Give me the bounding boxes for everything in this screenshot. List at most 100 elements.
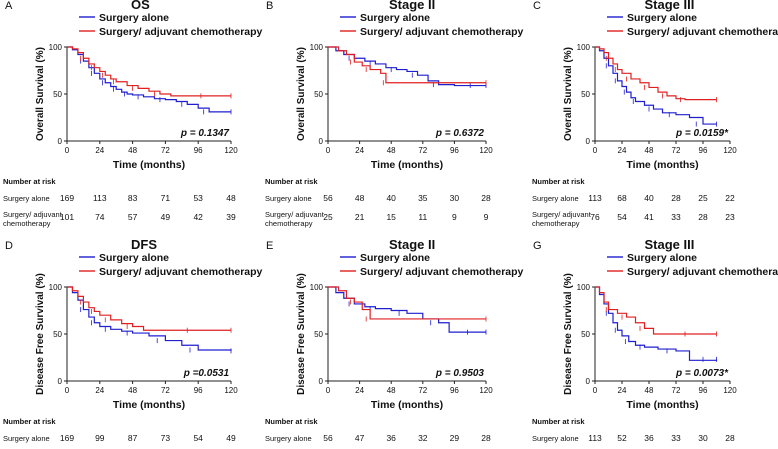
- panel-letter: D: [5, 240, 13, 252]
- x-tick-label: 120: [479, 386, 493, 395]
- y-axis-label: Disease Free Survival (%): [35, 273, 46, 395]
- y-tick-label: 0: [586, 137, 591, 146]
- panel-title: OS: [131, 0, 150, 12]
- risk-header: Number at risk: [265, 417, 318, 426]
- risk-row-label: Surgery/ adjuvant: [3, 210, 63, 219]
- x-tick-label: 96: [450, 386, 459, 395]
- risk-value: 9: [452, 212, 457, 222]
- x-tick-label: 0: [593, 146, 598, 155]
- y-tick-label: 50: [314, 90, 323, 99]
- risk-row-label: Surgery alone: [532, 194, 579, 203]
- panel-letter: C: [533, 0, 541, 12]
- p-value: p = 0.0073*: [675, 368, 729, 379]
- risk-value: 22: [725, 193, 735, 203]
- risk-row-label: Surgery alone: [265, 194, 312, 203]
- y-tick-label: 100: [310, 43, 324, 52]
- risk-value: 30: [698, 433, 708, 443]
- risk-value: 30: [450, 193, 460, 203]
- risk-row-label: Surgery/ adjuvant: [532, 210, 592, 219]
- panel-letter: G: [533, 240, 542, 252]
- x-tick-label: 96: [699, 386, 708, 395]
- x-tick-label: 0: [65, 386, 70, 395]
- y-tick-label: 0: [58, 137, 63, 146]
- x-tick-label: 120: [723, 146, 737, 155]
- x-tick-label: 48: [128, 146, 137, 155]
- legend-label: Surgery alone: [627, 12, 697, 24]
- p-value: p = 0.6372: [435, 128, 485, 139]
- risk-value: 101: [60, 212, 74, 222]
- y-axis-label: Overall Survival (%): [35, 47, 46, 141]
- x-tick-label: 120: [479, 146, 493, 155]
- risk-value: 48: [226, 193, 236, 203]
- x-tick-label: 120: [224, 146, 238, 155]
- survival-curve: [328, 286, 486, 333]
- risk-value: 9: [484, 212, 489, 222]
- survival-curve: [595, 46, 717, 125]
- risk-value: 56: [323, 433, 333, 443]
- survival-curve: [328, 46, 486, 87]
- survival-curve: [67, 286, 232, 351]
- risk-value: 73: [161, 433, 171, 443]
- risk-value: 28: [698, 212, 708, 222]
- y-axis-label: Overall Survival (%): [563, 47, 574, 141]
- risk-value: 169: [60, 433, 74, 443]
- y-axis-label: Overall Survival (%): [296, 47, 307, 141]
- y-tick-label: 100: [49, 43, 63, 52]
- x-tick-label: 24: [618, 386, 627, 395]
- x-tick-label: 0: [326, 386, 331, 395]
- risk-value: 28: [671, 193, 681, 203]
- x-tick-label: 48: [645, 146, 654, 155]
- risk-value: 29: [450, 433, 460, 443]
- risk-header: Number at risk: [265, 177, 318, 186]
- risk-value: 49: [161, 212, 171, 222]
- y-tick-label: 100: [49, 283, 63, 292]
- risk-header: Number at risk: [532, 177, 585, 186]
- panel-letter: E: [266, 240, 273, 252]
- legend-label: Surgery/ adjuvant chemotherapy: [99, 266, 263, 278]
- risk-value: 47: [355, 433, 365, 443]
- survival-curve: [595, 46, 717, 101]
- legend-label: Surgery/ adjuvant chemotherapy: [627, 26, 778, 38]
- y-tick-label: 0: [586, 377, 591, 386]
- panel-title: Stage III: [645, 237, 695, 252]
- risk-value: 56: [323, 193, 333, 203]
- y-tick-label: 100: [577, 283, 591, 292]
- legend-label: Surgery alone: [99, 252, 169, 264]
- x-axis-label: Time (months): [371, 399, 443, 411]
- x-tick-label: 72: [672, 386, 681, 395]
- risk-value: 15: [386, 212, 396, 222]
- panel-title: Stage II: [389, 237, 435, 252]
- risk-value: 21: [355, 212, 365, 222]
- y-tick-label: 100: [310, 283, 324, 292]
- survival-curve: [328, 286, 486, 320]
- x-tick-label: 96: [450, 146, 459, 155]
- risk-value: 23: [725, 212, 735, 222]
- x-tick-label: 96: [699, 146, 708, 155]
- risk-value: 28: [725, 433, 735, 443]
- x-tick-label: 24: [355, 386, 364, 395]
- x-tick-label: 24: [95, 386, 104, 395]
- risk-value: 33: [671, 433, 681, 443]
- survival-curve: [595, 286, 718, 361]
- risk-row-label: Surgery alone: [3, 194, 50, 203]
- risk-row-label: chemotherapy: [265, 219, 313, 228]
- risk-value: 36: [386, 433, 396, 443]
- y-tick-label: 50: [53, 90, 62, 99]
- y-tick-label: 50: [314, 330, 323, 339]
- y-tick-label: 50: [53, 330, 62, 339]
- x-tick-label: 72: [418, 146, 427, 155]
- risk-value: 49: [226, 433, 236, 443]
- legend-label: Surgery alone: [99, 12, 169, 24]
- y-tick-label: 50: [581, 90, 590, 99]
- y-axis-label: Disease Free Survival (%): [296, 273, 307, 395]
- risk-value: 169: [60, 193, 74, 203]
- survival-curve: [67, 286, 231, 331]
- y-tick-label: 0: [58, 377, 63, 386]
- risk-row-label: Surgery alone: [3, 434, 50, 443]
- x-tick-label: 72: [418, 386, 427, 395]
- legend-label: Surgery/ adjuvant chemotherapy: [627, 266, 778, 278]
